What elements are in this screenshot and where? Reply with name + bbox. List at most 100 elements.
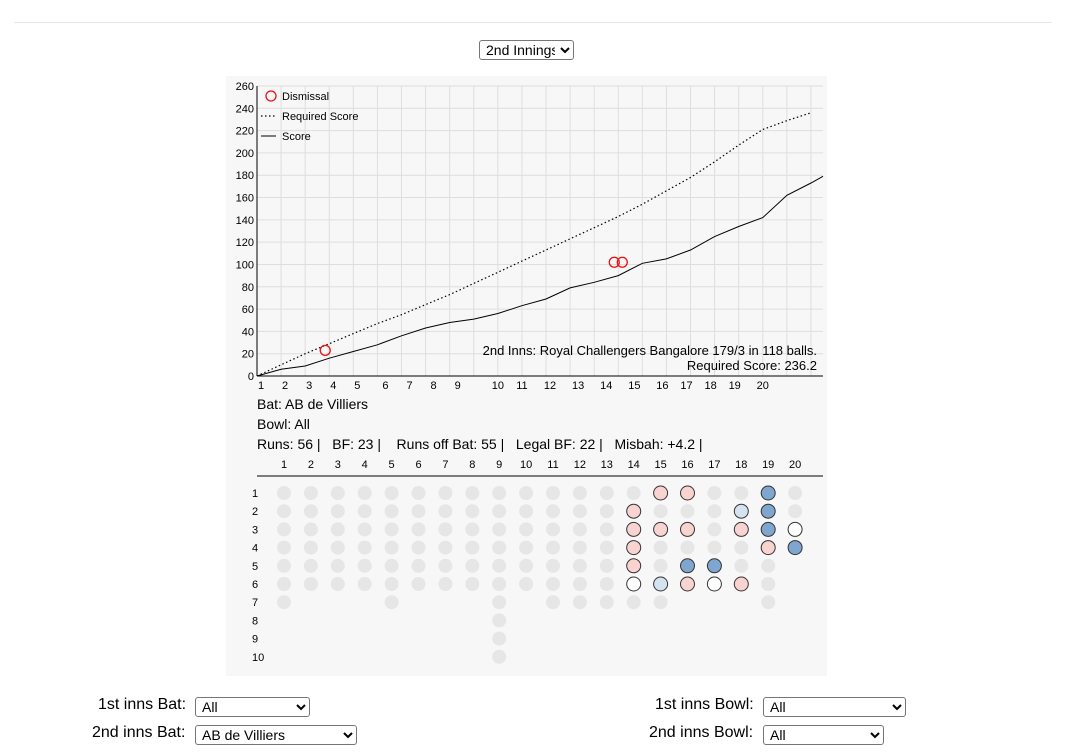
over-label: 8 [469, 459, 475, 471]
ball-unfaced [707, 504, 722, 519]
ball-label: 6 [252, 579, 258, 591]
x-tick-label: 19 [729, 380, 741, 392]
ball-label: 10 [252, 652, 264, 664]
ball-unfaced [303, 486, 318, 500]
bat-summary: Bat: AB de Villiers [257, 396, 368, 412]
ball-unfaced [519, 540, 534, 555]
required-score-annotation: Required Score: 236.2 [687, 358, 817, 373]
ball-unfaced [546, 558, 560, 573]
ball-unfaced [438, 522, 453, 537]
ball-unfaced [303, 558, 318, 573]
y-tick-label: 120 [236, 237, 254, 249]
ball-unfaced [465, 577, 480, 591]
ball-unfaced [465, 504, 480, 519]
ball-unfaced [599, 522, 614, 537]
inns1-bowl-select[interactable]: All [763, 697, 906, 717]
legend-required: Required Score [282, 111, 358, 123]
ball-unfaced [384, 522, 399, 537]
over-label: 6 [415, 459, 421, 471]
x-tick-label: 17 [680, 380, 692, 392]
ball-faced [706, 576, 722, 592]
x-tick-label: 4 [330, 380, 336, 392]
ball-unfaced [411, 504, 426, 519]
ball-unfaced [303, 540, 318, 555]
x-tick-label: 6 [382, 380, 388, 392]
ball-unfaced [357, 558, 372, 573]
ball-unfaced [438, 558, 453, 573]
ball-faced [653, 576, 669, 592]
bowl-summary: Bowl: All [257, 416, 310, 432]
ball-unfaced [303, 522, 318, 537]
over-label: 19 [762, 459, 774, 471]
ball-unfaced [330, 540, 345, 555]
y-tick-label: 180 [236, 170, 254, 182]
ball-faced [787, 540, 803, 556]
ball-faced [626, 576, 642, 592]
ball-unfaced [492, 486, 507, 500]
ball-grid: 1 2 3 4 5 6 7 8 9 10 11 12 13 14 15 16 17 18 19 20 12345678… [252, 459, 823, 664]
over-label: 10 [520, 459, 532, 471]
ball-unfaced [546, 540, 560, 555]
inns2-bowl-select[interactable]: All [763, 725, 884, 745]
ball-faced [733, 576, 749, 592]
over-label: 9 [496, 459, 502, 471]
over-label: 11 [547, 459, 558, 471]
ball-unfaced [707, 540, 722, 555]
inns2-bowl-label: 2nd inns Bowl: [649, 724, 754, 741]
ball-unfaced [626, 595, 641, 610]
ball-unfaced [788, 486, 803, 500]
ball-unfaced [599, 486, 614, 500]
x-tick-label: 10 [492, 380, 504, 392]
y-tick-label: 60 [242, 304, 254, 316]
x-tick-label: 15 [628, 380, 640, 392]
ball-unfaced [653, 540, 668, 555]
ball-unfaced [411, 486, 426, 500]
ball-unfaced [357, 540, 372, 555]
ball-unfaced [492, 540, 507, 555]
ball-unfaced [572, 577, 587, 591]
ball-unfaced [384, 540, 399, 555]
ball-faced [760, 521, 776, 537]
y-tick-label: 240 [236, 103, 254, 115]
x-tick-label: 11 [516, 380, 527, 392]
ball-unfaced [599, 577, 614, 591]
ball-unfaced [707, 486, 722, 500]
balls [277, 485, 803, 664]
over-label: 17 [708, 459, 720, 471]
ball-unfaced [519, 486, 534, 500]
innings-select[interactable]: 1st Innings2nd Innings [479, 40, 574, 60]
x-tick-label: 18 [704, 380, 716, 392]
y-tick-label: 0 [248, 371, 254, 383]
ball-unfaced [680, 504, 695, 519]
y-tick-label: 200 [236, 148, 254, 160]
ball-unfaced [384, 577, 399, 591]
ball-unfaced [653, 504, 668, 519]
ball-unfaced [599, 558, 614, 573]
ball-unfaced [492, 577, 507, 591]
ball-unfaced [438, 540, 453, 555]
ball-unfaced [465, 540, 480, 555]
ball-unfaced [572, 558, 587, 573]
ball-faced [653, 485, 669, 501]
ball-unfaced [277, 540, 291, 555]
ball-unfaced [761, 595, 776, 610]
worm-grid [257, 85, 823, 377]
ball-unfaced [384, 486, 399, 500]
ball-label: 7 [252, 597, 258, 609]
y-tick-label: 260 [236, 81, 254, 93]
ball-unfaced [438, 577, 453, 591]
inns1-bat-select[interactable]: All [195, 697, 310, 717]
ball-unfaced [277, 577, 291, 591]
ball-unfaced [330, 577, 345, 591]
ball-unfaced [519, 522, 534, 537]
over-label: 7 [442, 459, 448, 471]
ball-faced [680, 521, 695, 537]
ball-unfaced [519, 577, 534, 591]
ball-unfaced [411, 522, 426, 537]
ball-unfaced [519, 504, 534, 519]
ball-label: 4 [252, 543, 258, 555]
inns2-bat-select[interactable]: AB de Villiers [195, 725, 357, 745]
y-tick-label: 40 [242, 326, 254, 338]
